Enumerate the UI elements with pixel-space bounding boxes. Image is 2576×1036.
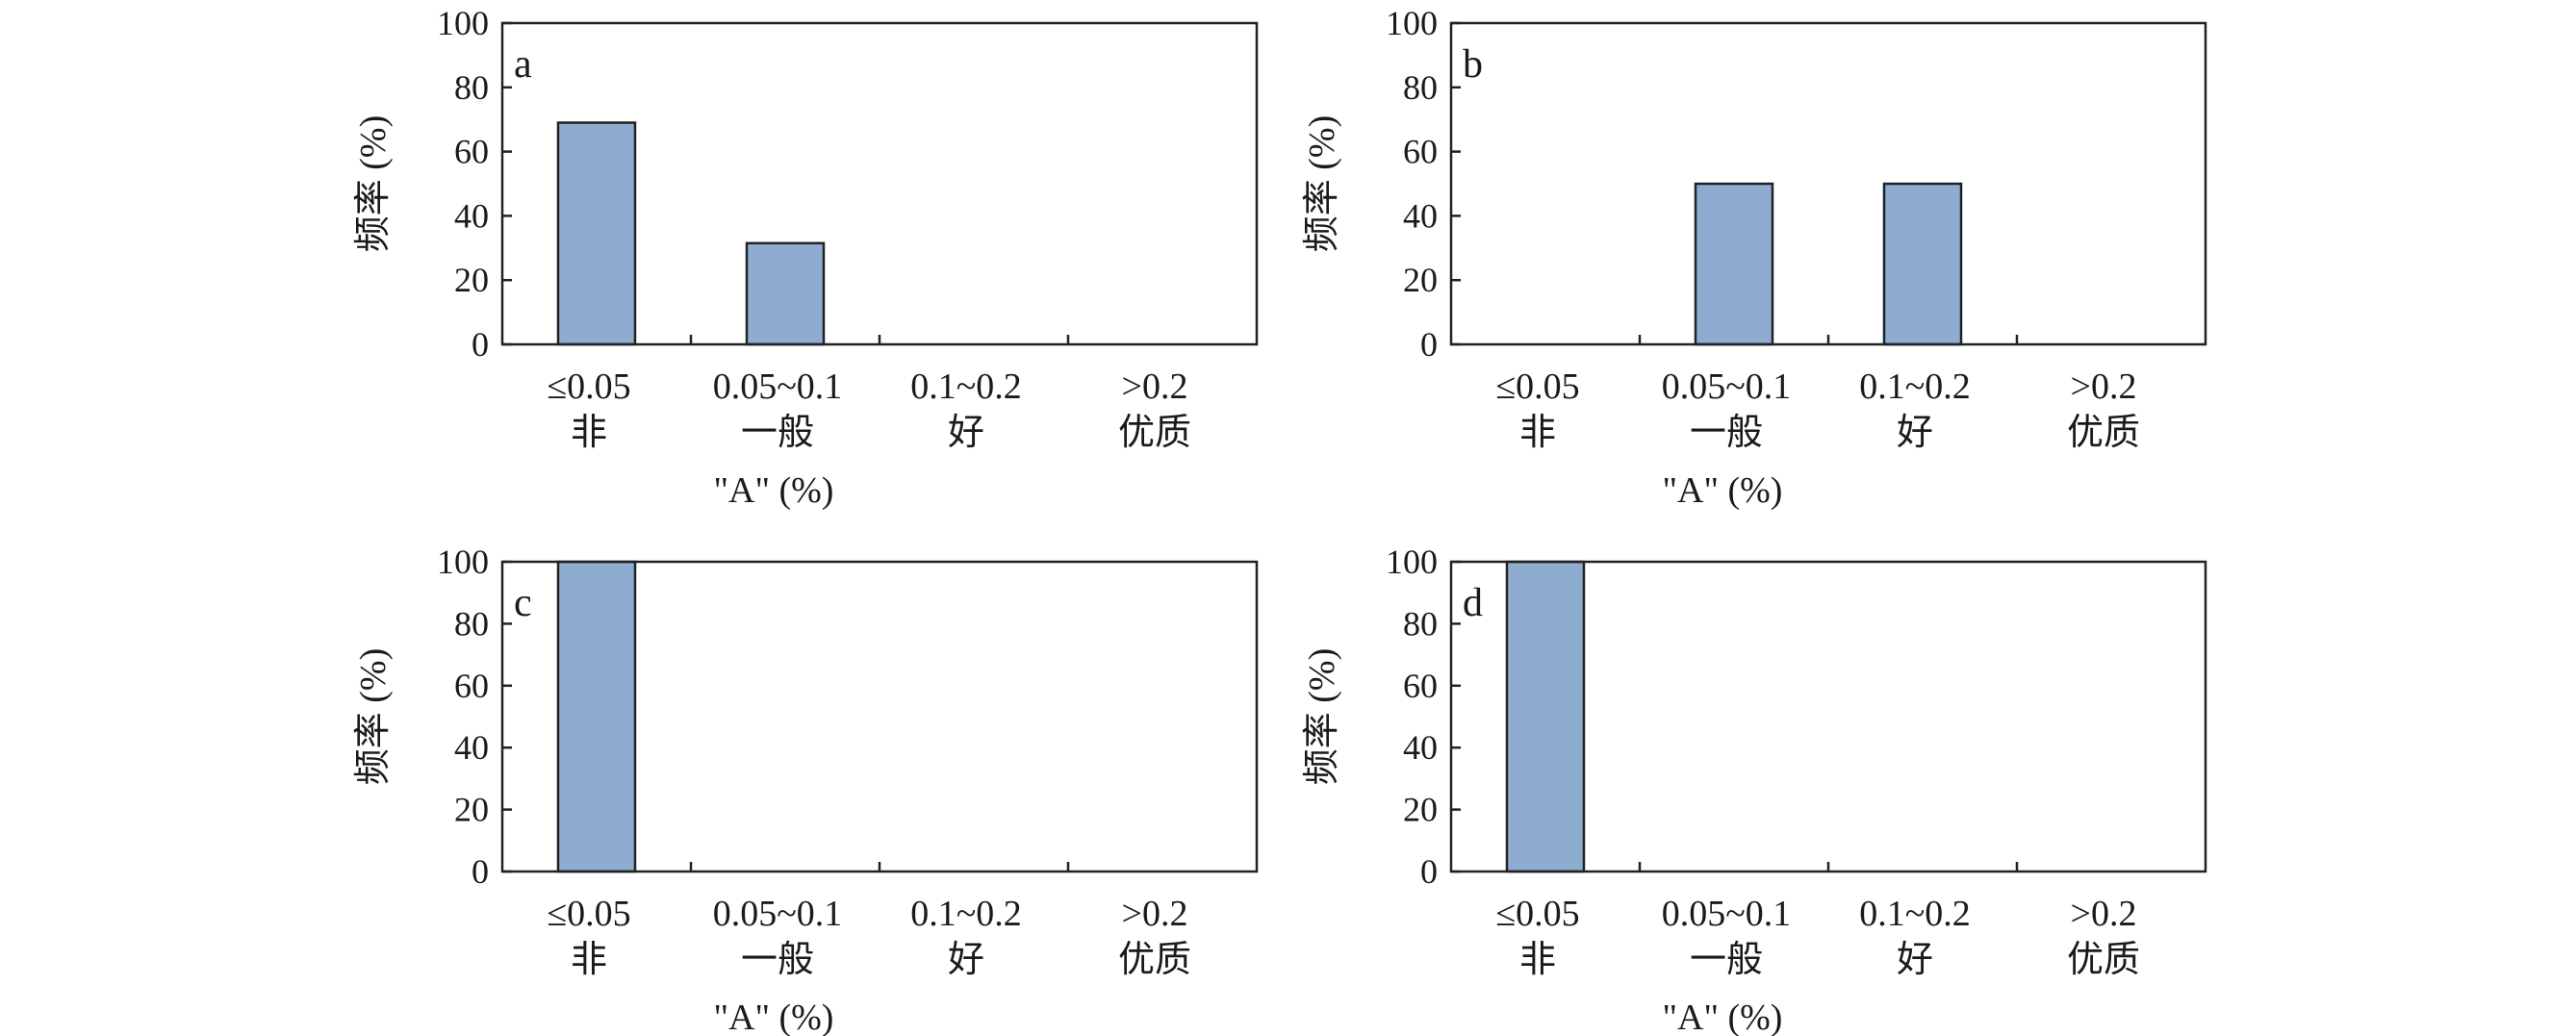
y-tick-label: 0 [472,852,489,891]
x-category-sublabel: 非 [571,940,607,980]
x-category-sublabel: 好 [1897,940,1933,980]
y-tick-label: 20 [1403,261,1438,299]
chart-panel-d: 0 20 40 60 80 100 ≤0.05 非 0.05~0.1 一般 0.1~0.2 好 >0.2… [1302,543,2207,1036]
y-tick-label: 20 [454,791,489,829]
y-tick-label: 0 [472,325,489,364]
y-tick-label: 40 [454,728,489,767]
panel-label: d [1463,581,1483,625]
x-category-sublabel: 非 [1519,940,1556,980]
x-category-label: ≤0.05 [547,894,630,934]
y-tick-label: 60 [454,667,489,705]
x-category-label: >0.2 [2071,894,2137,934]
x-category-label: 0.05~0.1 [713,894,843,934]
bar-c-0 [556,560,637,873]
x-category-sublabel: 一般 [741,940,814,980]
y-tick-label: 20 [454,261,489,299]
y-axis-title: 频率 (%) [1302,648,1342,785]
panel-label: a [514,42,532,87]
x-category-sublabel: 好 [1897,413,1933,453]
y-tick-label: 100 [437,543,489,581]
bar-a-1 [745,241,826,346]
y-axis-title: 频率 (%) [353,648,394,785]
plot-frame [1449,21,2207,346]
x-category-sublabel: 优质 [1118,413,1191,453]
y-tick-label: 100 [437,4,489,42]
x-axis-title: "A" (%) [714,998,834,1036]
panel-label: c [514,581,532,625]
y-tick-label: 40 [454,196,489,235]
chart-panel-c: 0 20 40 60 80 100 ≤0.05 非 0.05~0.1 一般 0.1~0.2 好 >0.2… [353,543,1259,1036]
y-tick-label: 40 [1403,196,1438,235]
bar-a-0 [556,121,637,346]
x-category-label: >0.2 [1122,894,1188,934]
x-category-label: 0.05~0.1 [1662,894,1792,934]
x-category-label: ≤0.05 [547,366,630,407]
y-tick-label: 60 [454,133,489,171]
x-category-label: ≤0.05 [1495,894,1579,934]
y-tick-label: 40 [1403,728,1438,767]
y-tick-label: 100 [1386,543,1438,581]
x-category-label: 0.1~0.2 [910,366,1022,407]
x-category-sublabel: 优质 [2067,940,2140,980]
x-category-label: ≤0.05 [1495,366,1579,407]
x-category-label: 0.05~0.1 [713,366,843,407]
bar-d-0 [1505,560,1586,873]
x-axis-title: "A" (%) [1663,470,1783,511]
chart-panel-a: 0 20 40 60 80 100 ≤0.05 非 0.05~0.1 一般 0.1~0.2 好 >0.2… [353,4,1259,511]
y-tick-label: 20 [1403,791,1438,829]
y-tick-label: 0 [1420,852,1438,891]
y-tick-label: 60 [1403,667,1438,705]
y-axis-title: 频率 (%) [353,115,394,252]
chart-panel-b: 0 20 40 60 80 100 ≤0.05 非 0.05~0.1 一般 0.1~0.2 好 >0.2… [1302,4,2207,511]
x-category-sublabel: 一般 [741,413,814,453]
x-category-sublabel: 一般 [1690,413,1763,453]
y-tick-label: 100 [1386,4,1438,42]
y-tick-label: 80 [1403,604,1438,643]
x-category-sublabel: 优质 [2067,413,2140,453]
x-axis-title: "A" (%) [714,470,834,511]
y-tick-label: 60 [1403,133,1438,171]
x-category-sublabel: 优质 [1118,940,1191,980]
x-category-sublabel: 一般 [1690,940,1763,980]
y-tick-label: 80 [1403,68,1438,107]
y-axis-title: 频率 (%) [1302,115,1342,252]
x-category-label: 0.05~0.1 [1662,366,1792,407]
x-category-label: >0.2 [2071,366,2137,407]
panel-label: b [1463,42,1483,87]
x-category-sublabel: 好 [948,413,984,453]
x-category-label: 0.1~0.2 [910,894,1022,934]
y-tick-label: 80 [454,604,489,643]
x-category-sublabel: 非 [1519,413,1556,453]
x-category-sublabel: 非 [571,413,607,453]
x-category-label: >0.2 [1122,366,1188,407]
y-tick-label: 80 [454,68,489,107]
x-category-label: 0.1~0.2 [1859,894,1971,934]
x-axis-title: "A" (%) [1663,998,1783,1036]
bar-b-2 [1882,182,1963,346]
x-category-sublabel: 好 [948,940,984,980]
x-category-label: 0.1~0.2 [1859,366,1971,407]
y-tick-label: 0 [1420,325,1438,364]
bar-b-1 [1694,182,1774,346]
